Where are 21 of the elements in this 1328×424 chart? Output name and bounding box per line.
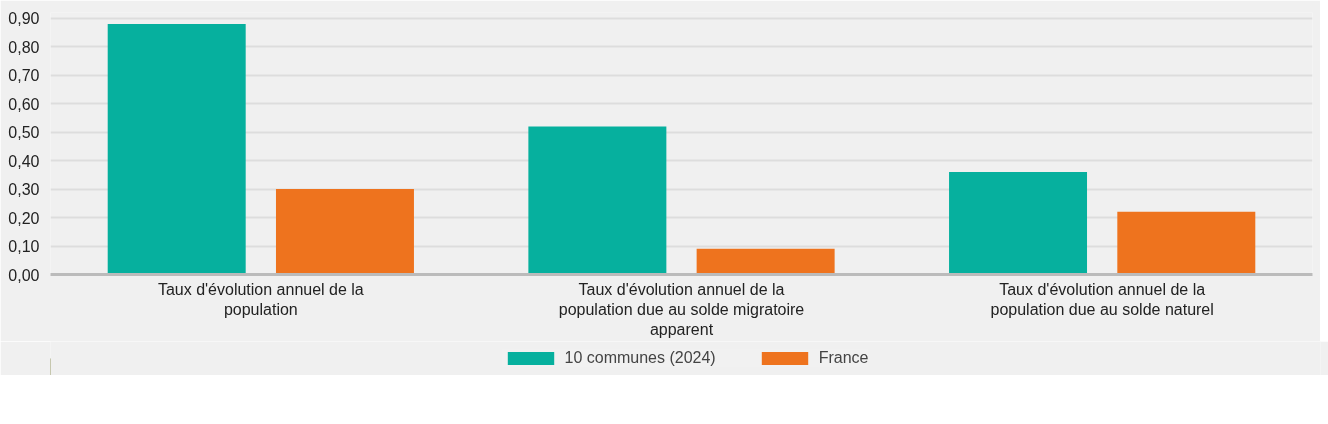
legend-label: France: [818, 349, 869, 367]
y-tick-label: 0,60: [8, 95, 40, 113]
legend-label: 10 communes (2024): [564, 349, 716, 367]
bar: [107, 23, 246, 275]
x-tick-label: Taux d'évolution annuel de la population due au solde naturel: [990, 280, 1214, 318]
bar: [1117, 211, 1256, 275]
y-tick-label: 0,80: [8, 38, 40, 56]
bar: [528, 126, 667, 275]
bar: [275, 189, 414, 275]
x-tick-label: Taux d'évolution annuel de la population: [157, 280, 364, 318]
y-tick-label: 0,20: [8, 209, 40, 227]
y-tick-label: 0,90: [8, 10, 40, 28]
bar: [949, 171, 1088, 275]
y-tick-label: 0,30: [8, 181, 40, 199]
y-tick-label: 0,10: [8, 238, 40, 256]
y-tick-label: 0,00: [8, 266, 40, 284]
y-tick-label: 0,50: [8, 124, 40, 142]
y-tick-label: 0,40: [8, 152, 40, 170]
bar: [696, 248, 835, 275]
y-tick-label: 0,70: [8, 67, 40, 85]
x-tick-label: Taux d'évolution annuel de la population due au solde migratoire apparent: [558, 280, 805, 339]
